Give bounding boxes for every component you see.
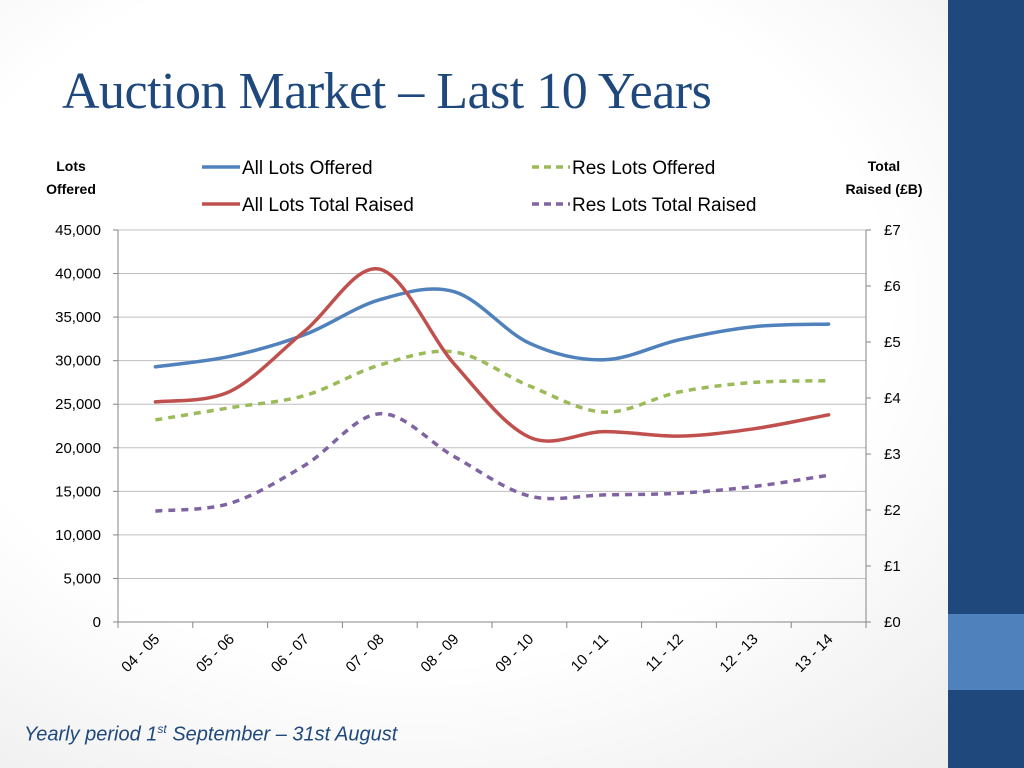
x-tick-label: 09 - 10: [492, 631, 537, 676]
y-right-tick-label: £2: [884, 502, 901, 519]
x-tick-label: 05 - 06: [193, 631, 238, 676]
legend-label: All Lots Total Raised: [242, 195, 414, 216]
x-tick-label: 04 - 05: [118, 631, 163, 676]
y-right-tick-label: £4: [884, 390, 901, 407]
y-right-tick-label: £3: [884, 446, 901, 463]
y-left-tick-label: 10,000: [55, 527, 101, 544]
x-tick-label: 12 - 13: [717, 631, 762, 676]
y-left-tick-label: 15,000: [55, 483, 101, 500]
x-tick-label: 08 - 09: [417, 631, 462, 676]
y-left-tick-label: 40,000: [55, 266, 101, 283]
y-right-tick-label: £7: [884, 222, 901, 239]
y-left-tick-label: 5,000: [63, 570, 101, 587]
series-line-res-lots-offered: [155, 349, 829, 422]
y-left-tick-label: 25,000: [55, 396, 101, 413]
series-line-res-lots-total-raised: [155, 411, 829, 513]
x-tick-label: 10 - 11: [568, 631, 612, 675]
footnote-text-start: Yearly period 1: [24, 723, 158, 746]
y-right-tick-label: £1: [884, 558, 901, 575]
x-tick-label: 07 - 08: [343, 631, 388, 676]
y-left-axis-title-line1: Lots: [56, 158, 86, 174]
y-left-tick-label: 0: [93, 614, 101, 631]
y-left-tick-label: 20,000: [55, 440, 101, 457]
x-tick-label: 11 - 12: [643, 631, 687, 675]
legend-label: Res Lots Total Raised: [572, 195, 756, 216]
sidebar-accent-block: [948, 614, 1024, 690]
footnote-text-end: September – 31st August: [166, 723, 398, 746]
legend-label: Res Lots Offered: [572, 158, 715, 179]
y-right-tick-label: £6: [884, 278, 901, 295]
y-right-tick-label: £5: [884, 334, 901, 351]
y-right-axis-title-line1: Total: [868, 158, 900, 174]
y-right-axis-title-line2: Raised (£B): [845, 181, 922, 197]
series-line-all-lots-offered: [153, 287, 831, 369]
y-left-tick-label: 45,000: [55, 222, 101, 239]
footnote: Yearly period 1st September – 31st Augus…: [24, 722, 397, 747]
y-left-tick-label: 35,000: [55, 309, 101, 326]
page-title: Auction Market – Last 10 Years: [62, 63, 712, 120]
footnote-superscript: st: [157, 722, 167, 736]
series-line-all-lots-total-raised: [153, 267, 831, 443]
line-chart: 0 5,000 10,000 15,000 20,000 25,000 30,000 35,0…: [46, 158, 922, 676]
y-right-tick-label: £0: [884, 614, 901, 631]
x-tick-label: 13 - 14: [791, 631, 836, 676]
legend-label: All Lots Offered: [242, 158, 373, 179]
y-left-tick-label: 30,000: [55, 353, 101, 370]
x-tick-label: 06 - 07: [268, 631, 313, 676]
y-left-axis-title-line2: Offered: [46, 181, 96, 197]
